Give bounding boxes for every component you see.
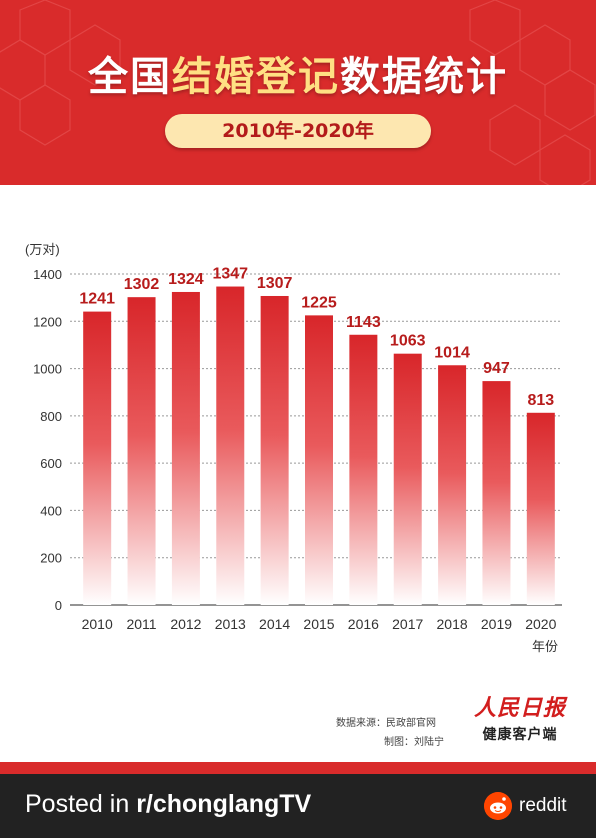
x-tick-label: 2011 (126, 616, 156, 632)
value-label-2020: 813 (527, 392, 554, 409)
value-label-2014: 1307 (257, 275, 293, 292)
posted-prefix: Posted in (25, 790, 137, 818)
data-source-text: 数据来源：民政部官网 (336, 718, 436, 729)
value-label-2011: 1302 (124, 276, 160, 293)
bar-2010 (83, 311, 112, 605)
logo-main-text: 人民日报 (473, 695, 566, 721)
bar-2018 (438, 365, 467, 605)
title-highlight: 结婚登记 (172, 54, 340, 100)
x-tick-label: 2014 (259, 616, 290, 632)
source-info: 数据来源：民政部官网 制图：刘陆宁 (336, 714, 444, 752)
subreddit-link[interactable]: r/chonglangTV (136, 790, 312, 818)
value-label-2017: 1063 (390, 333, 426, 350)
subtitle-text: 2010年-2020年 (222, 120, 374, 142)
page-title: 全国结婚登记数据统计 (0, 44, 596, 102)
bottom-red-strip (0, 762, 596, 774)
bar-2011 (127, 297, 156, 605)
value-label-2010: 1241 (79, 291, 115, 308)
x-tick-label: 2020 (525, 616, 556, 632)
title-text-part1: 全国 (88, 54, 172, 100)
y-tick-label: 1400 (33, 267, 62, 282)
y-tick-label: 400 (40, 503, 62, 518)
y-tick-label: 0 (55, 598, 62, 613)
x-tick-label: 2017 (392, 616, 423, 632)
y-tick-label: 800 (40, 409, 62, 424)
hexagon-pattern (0, 0, 596, 185)
bar-2016 (349, 334, 378, 605)
bar-2012 (171, 291, 200, 605)
bar-2014 (260, 295, 289, 605)
x-tick-label: 2015 (303, 616, 334, 632)
bar-2019 (482, 381, 511, 605)
bar-chart: (万对) 年份 0 200 400 600 800 1000 1200 1400 1241 20… (25, 242, 562, 654)
header-banner: 全国结婚登记数据统计 2010年-2020年 (0, 0, 596, 185)
title-text-part2: 数据统计 (340, 54, 508, 100)
publisher-logo: 人民日报 健康客户端 (472, 690, 568, 744)
y-axis-unit: (万对) (25, 242, 60, 257)
value-label-2018: 1014 (434, 344, 470, 361)
logo-sub-text: 健康客户端 (482, 727, 558, 743)
bar-2015 (305, 315, 333, 605)
reddit-logo-icon (484, 792, 512, 820)
x-tick-label: 2018 (437, 616, 468, 632)
value-label-2012: 1324 (168, 271, 204, 288)
x-tick-label: 2013 (215, 616, 246, 632)
bar-2020 (526, 412, 555, 605)
reddit-footer: Posted in r/chonglangTV reddit (0, 774, 596, 838)
made-by-text: 制图：刘陆宁 (384, 737, 444, 748)
value-label-2019: 947 (483, 360, 510, 377)
x-axis-unit: 年份 (532, 639, 558, 654)
value-label-2016: 1143 (346, 314, 381, 331)
y-tick-label: 600 (40, 456, 62, 471)
value-label-2015: 1225 (301, 294, 337, 311)
reddit-wordmark: reddit (519, 795, 567, 816)
y-tick-label: 1000 (33, 362, 62, 377)
x-tick-label: 2012 (170, 616, 201, 632)
x-tick-label: 2019 (481, 616, 512, 632)
bar-2017 (393, 353, 422, 605)
x-tick-label: 2016 (348, 616, 379, 632)
y-tick-label: 200 (40, 551, 62, 566)
subtitle-pill: 2010年-2020年 (165, 114, 431, 148)
y-tick-label: 1200 (33, 314, 62, 329)
x-tick-label: 2010 (82, 616, 113, 632)
bar-2013 (216, 286, 245, 605)
value-label-2013: 1347 (212, 266, 248, 283)
posted-in-text: Posted in r/chonglangTV (25, 790, 311, 819)
